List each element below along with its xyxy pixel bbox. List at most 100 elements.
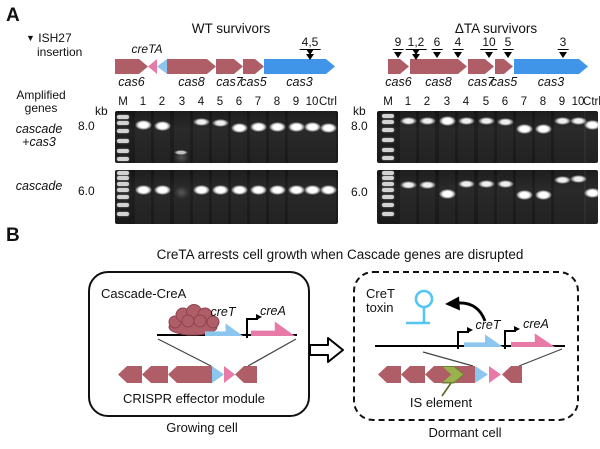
gel-band [516,190,533,200]
gel-band [570,175,587,183]
insertion-triangle-icon: ▼ [26,33,35,43]
ladder-band [382,195,394,199]
gel-lane [497,170,513,224]
insertion-marker-triangle-icon [559,52,567,58]
gene-label: cas8 [178,75,205,89]
module-gene-arrow [425,366,475,383]
gel-lane-label: Ctrl [583,96,600,108]
gel-band [250,185,267,195]
gene-label: cas5 [240,75,267,89]
ladder-band [117,176,129,180]
gene-label: cas5 [490,75,518,89]
gel-band [439,189,456,199]
gel-lane [288,170,304,224]
gel-lane [288,111,304,163]
gel-band [250,122,267,132]
gel-lane-label: 9 [558,96,566,108]
gel-lane-label: 1 [139,96,147,108]
ladder-band [382,156,394,160]
gel-band [478,117,495,125]
module-gene-arrow [142,366,168,383]
gel-band [320,185,337,195]
gel-band [231,185,248,195]
gel-lane-label: 2 [158,96,166,108]
transition-arrow-icon [309,337,344,363]
gel-lane [212,170,228,224]
gel-image [377,111,600,163]
ladder-band [382,212,394,216]
ladder-band [382,176,394,180]
gel-band [535,124,552,134]
gene-label: cas7 [216,75,243,89]
creA-label-dormant: creA [523,317,549,331]
insertion-marker-triangle-icon [433,52,441,58]
creA-label-growing: creA [260,304,286,318]
ladder-band [117,115,129,119]
gene-label: cas3 [537,75,565,89]
gene-label: cas7 [467,75,495,89]
growing-cell-box [88,271,310,417]
is-element-pointer-line [441,382,452,397]
gene-arrow-cas7 [468,59,494,74]
gel-lane [154,170,170,224]
insertion-marker-triangle-icon [454,52,462,58]
gel-band [419,181,436,189]
gel-band [439,116,456,126]
gel-lane-label: 4 [197,96,205,108]
gel-image [115,170,338,224]
gel-band [212,119,229,127]
gel-lane [419,170,435,224]
gel-band [193,118,210,126]
gel-band [269,185,286,195]
kb-6-left: 6.0 [78,184,95,198]
gel-band [400,181,417,189]
gel-lane [478,170,494,224]
insertion-marker-triangle-icon [504,52,512,58]
gel-band [135,185,152,195]
gel-band [231,123,248,133]
gel-lane [570,170,586,224]
gene-arrow-cas6 [115,59,148,74]
gel-band [570,117,587,125]
zoom-connector-lines-dormant [422,348,563,367]
gel-band [478,180,495,188]
gel-image [115,111,338,164]
gel-lane [231,170,247,224]
gene-arrow-cas3 [264,59,335,74]
ladder-band [382,148,394,152]
gene-arrow [157,59,167,74]
insertion-marker-triangle-icon [412,54,420,60]
dormant-cell-caption: Dormant cell [428,425,502,440]
insertion-marker-number: 10 [480,35,498,50]
gene-arrow-cas8 [410,59,467,74]
ladder-band [117,182,129,186]
gel-image [377,170,600,224]
module-gene-arrow [401,366,425,383]
gel-band [154,121,171,131]
gel-lane [154,111,170,163]
insertion-marker-number: 5 [502,35,514,50]
dta-title: ΔTA survivors [454,21,538,36]
gel-lane-label: 3 [443,96,451,108]
legend-line1: ▼ ISH27 [26,31,72,45]
gel-band [304,122,321,132]
gel-lane [250,170,266,224]
insertion-marker-number: 1,2 [405,35,427,50]
gel-lane-label: M [383,96,393,108]
gel-lane-label: 1 [404,96,412,108]
ladder-band [117,203,129,207]
kb-6-right: 6.0 [351,185,368,199]
panel-a-label: A [6,5,20,26]
gel-band [174,150,189,164]
ladder-band [117,157,129,161]
gene-label: cas8 [425,75,452,89]
module-gene-arrow [235,366,257,383]
gel-lane-label: 3 [178,96,186,108]
ladder-band [382,138,394,142]
kb-8-right: 8.0 [351,119,368,133]
gel-lane [458,170,474,224]
gel-band [497,180,514,188]
gel-lane [193,170,209,224]
gel-band [288,122,305,132]
